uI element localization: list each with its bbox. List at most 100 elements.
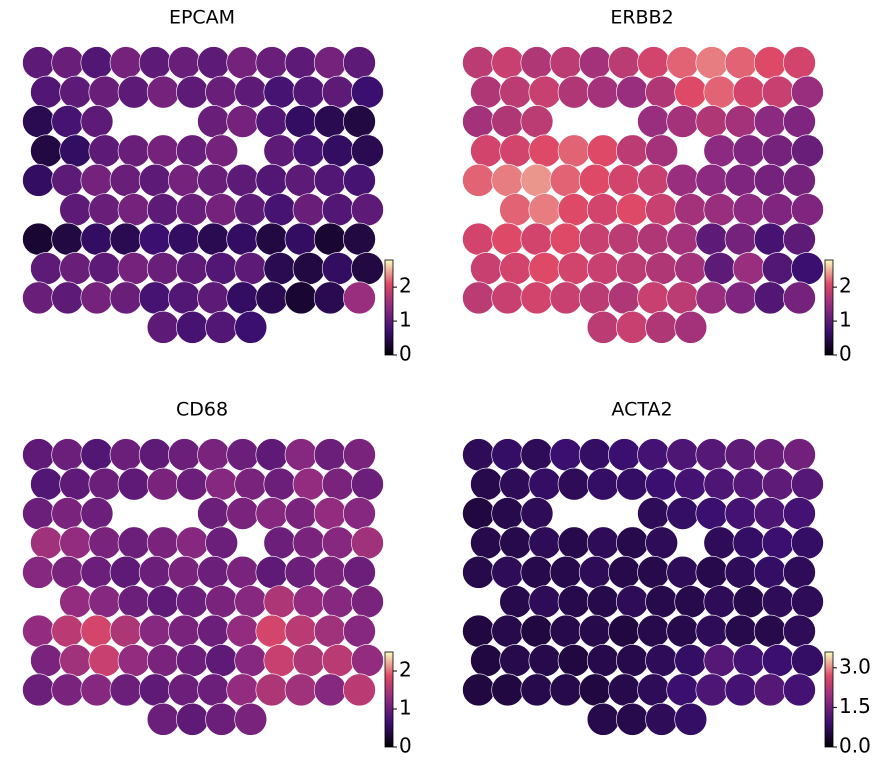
spot: [695, 163, 729, 197]
spot: [578, 438, 612, 472]
spot: [88, 193, 122, 227]
colorbar-tick-label: 0: [399, 734, 412, 758]
spot: [549, 673, 583, 707]
colorbar-tick-label: 0: [399, 342, 412, 366]
spot: [22, 438, 55, 472]
spot: [491, 281, 525, 315]
spot: [168, 555, 201, 589]
spot: [753, 281, 787, 315]
spot: [491, 497, 525, 530]
spot: [88, 644, 122, 677]
spot: [234, 467, 268, 501]
spot: [608, 281, 641, 315]
spot: [22, 614, 55, 648]
spot: [176, 585, 209, 619]
spot: [520, 281, 554, 315]
spot: [205, 644, 238, 677]
spot: [255, 614, 289, 648]
spot: [234, 75, 268, 109]
spot: [462, 614, 495, 648]
spot: [732, 134, 766, 168]
spot: [351, 467, 384, 501]
spot: [80, 555, 114, 589]
spot: [608, 46, 641, 80]
spot: [146, 702, 180, 736]
spot: [791, 252, 824, 285]
spot: [263, 467, 297, 501]
spot: [791, 585, 824, 619]
spot: [462, 497, 495, 530]
spot: [470, 75, 503, 109]
spot: [226, 46, 260, 80]
spot: [732, 526, 766, 560]
spot: [168, 163, 201, 197]
spot: [80, 673, 114, 707]
spot: [197, 438, 230, 472]
spot: [226, 281, 260, 315]
spot: [22, 163, 55, 197]
spot: [176, 252, 209, 285]
spot: [197, 105, 230, 138]
spot: [321, 526, 355, 560]
spot: [674, 702, 708, 736]
spot: [703, 644, 737, 677]
spot: [695, 222, 729, 256]
spot: [732, 585, 766, 619]
spot: [499, 526, 533, 560]
spot: [499, 467, 533, 501]
spot: [645, 134, 678, 168]
spot: [528, 134, 562, 168]
spot: [616, 134, 649, 168]
spot: [499, 134, 533, 168]
spot: [645, 310, 678, 344]
spot: [666, 673, 700, 707]
spot: [724, 614, 758, 648]
spot: [549, 46, 583, 80]
spot: [80, 163, 114, 197]
spot: [30, 526, 63, 560]
spot: [578, 614, 612, 648]
spot: [761, 252, 795, 285]
spot: [520, 673, 554, 707]
spot: [666, 163, 700, 197]
spot: [321, 134, 355, 168]
spot: [578, 281, 612, 315]
spot: [255, 438, 289, 472]
spot: [80, 438, 114, 472]
spot: [791, 467, 824, 501]
spot: [255, 46, 289, 80]
spot: [234, 644, 268, 677]
spot: [51, 555, 85, 589]
spot: [586, 252, 620, 285]
spot: [703, 252, 737, 285]
spot: [491, 163, 525, 197]
spot: [761, 193, 795, 227]
spot: [608, 163, 641, 197]
spot: [674, 75, 708, 109]
spot: [146, 467, 180, 501]
spot: [292, 134, 326, 168]
spot: [22, 222, 55, 256]
spot: [263, 75, 297, 109]
spot: [146, 252, 180, 285]
spot: [753, 105, 787, 138]
spot: [666, 497, 700, 530]
spot: [608, 438, 641, 472]
spot: [637, 46, 670, 80]
spot: [470, 526, 503, 560]
spot: [520, 438, 554, 472]
spot: [791, 193, 824, 227]
spot: [80, 105, 114, 138]
spot: [343, 614, 376, 648]
spot: [80, 614, 114, 648]
spot: [586, 585, 620, 619]
spot: [284, 46, 318, 80]
spot: [197, 614, 230, 648]
spot: [109, 222, 143, 256]
spot: [724, 222, 758, 256]
spot: [197, 673, 230, 707]
spot: [226, 222, 260, 256]
colorbar-tick-label: 1.5: [839, 694, 871, 718]
spot: [557, 644, 591, 677]
